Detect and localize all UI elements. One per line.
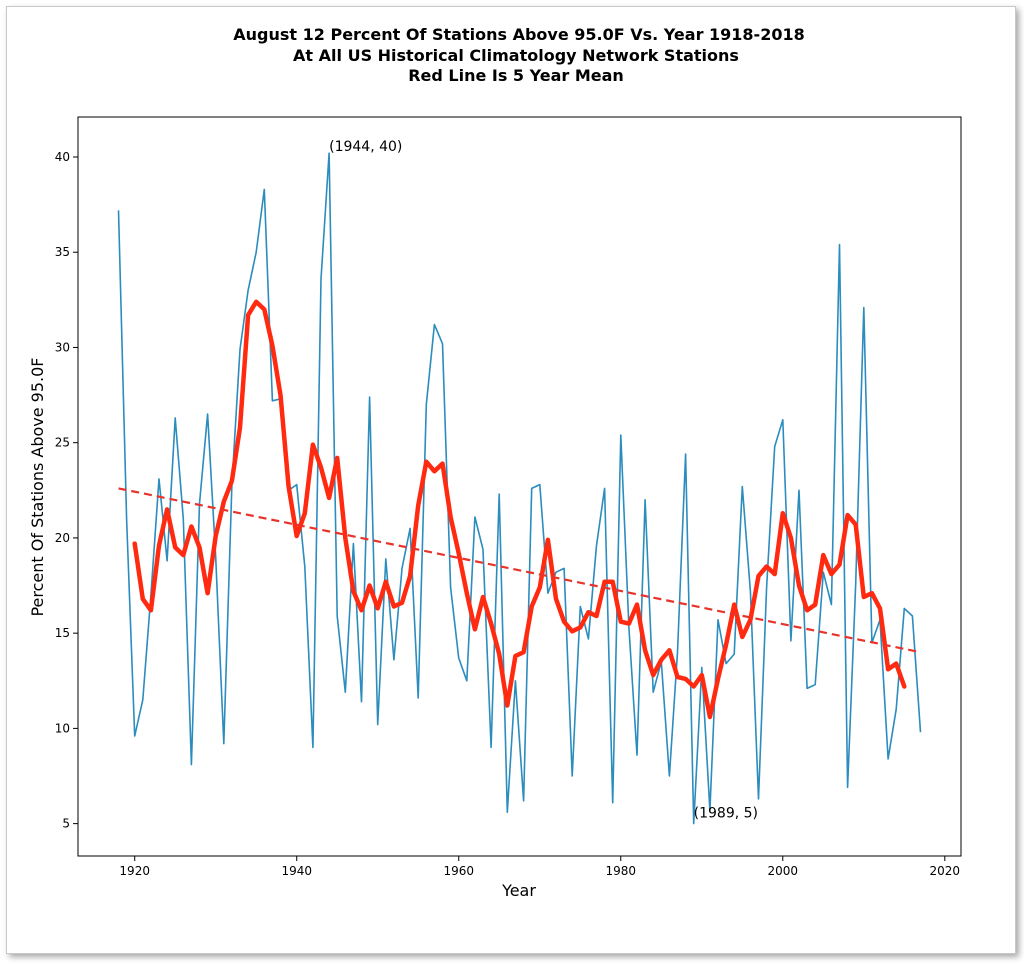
x-tick-label-1920: 1920: [119, 864, 150, 878]
y-tick-label-20: 20: [55, 531, 70, 545]
plot-area: 1920 1940 1960 1980 2000 2020 5 10 15 20 25 30 35 40 (…: [55, 116, 962, 878]
y-axis-label: Percent Of Stations Above 95.0F: [28, 357, 47, 616]
y-tick-label-15: 15: [55, 626, 70, 640]
y-tick-label-30: 30: [55, 340, 70, 354]
y-tick-label-5: 5: [62, 817, 70, 831]
x-tick-label-2020: 2020: [930, 864, 961, 878]
y-tick-label-25: 25: [55, 436, 70, 450]
x-tick-label-1980: 1980: [605, 864, 636, 878]
y-tick-label-10: 10: [55, 721, 70, 735]
chart-title-line-3: Red Line Is 5 Year Mean: [408, 66, 624, 85]
x-tick-label-1960: 1960: [443, 864, 474, 878]
x-axis-label: Year: [501, 881, 536, 900]
y-tick-label-35: 35: [55, 245, 70, 259]
five-year-mean-line: [132, 299, 907, 720]
chart-frame: [6, 6, 1016, 954]
x-tick-label-1940: 1940: [281, 864, 312, 878]
chart-title-line-1: August 12 Percent Of Stations Above 95.0…: [233, 25, 804, 44]
x-tick-label-2000: 2000: [768, 864, 799, 878]
chart-title-line-2: At All US Historical Climatology Network…: [293, 46, 739, 65]
annual-series-line: [117, 152, 922, 825]
plot-frame: [77, 116, 962, 857]
annotation-1: (1989, 5): [694, 806, 758, 822]
y-tick-label-40: 40: [55, 150, 70, 164]
trend-line: [118, 487, 921, 654]
annotation-0: (1944, 40): [329, 139, 402, 155]
